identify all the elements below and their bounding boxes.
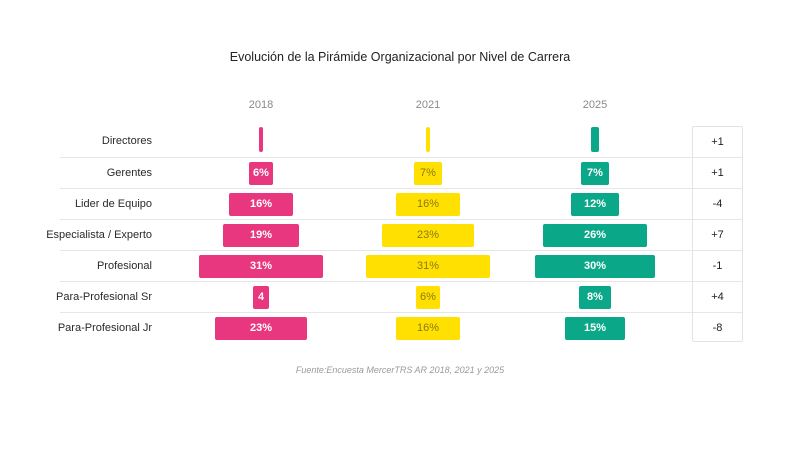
chart-row: Para-Profesional Jr 23% 16% 15% — [58, 312, 692, 344]
bar-2021: 16% — [396, 317, 460, 340]
bar-2018: 19% — [223, 224, 299, 247]
bar-2021: 31% — [366, 255, 490, 278]
category-label: Gerentes — [106, 167, 152, 179]
category-label: Directores — [101, 135, 152, 147]
delta-value: +7 — [693, 219, 742, 251]
bar-2025 — [591, 127, 599, 152]
bar-2021 — [426, 127, 430, 152]
bar-2018: 4 — [253, 286, 269, 309]
delta-value: +4 — [693, 281, 742, 313]
chart-row: Especialista / Experto 19% 23% 26% — [46, 219, 692, 251]
bar-2021: 16% — [396, 193, 460, 216]
bar-2021: 6% — [416, 286, 440, 309]
bar-2025: 7% — [581, 162, 609, 185]
source-note: Fuente:Encuesta MercerTRS AR 2018, 2021 … — [295, 365, 505, 375]
delta-value: -1 — [693, 250, 742, 282]
chart-row: Gerentes 6% 7% 7% — [60, 157, 692, 189]
delta-value: -8 — [693, 312, 742, 344]
category-label: Lider de Equipo — [74, 198, 152, 210]
bar-2025: 30% — [535, 255, 655, 278]
year-header-2025: 2025 — [582, 99, 608, 111]
year-header-2021: 2021 — [415, 99, 441, 111]
bar-2018: 6% — [249, 162, 273, 185]
delta-value: +1 — [711, 136, 724, 148]
bar-2025: 26% — [543, 224, 647, 247]
bar-2025: 8% — [579, 286, 611, 309]
chart-title: Evolución de la Pirámide Organizacional … — [229, 50, 571, 64]
delta-value: +1 — [693, 157, 742, 189]
chart-row: Profesional 31% 31% 30% — [60, 250, 692, 282]
year-header-2018: 2018 — [248, 99, 274, 111]
bar-2018: 31% — [199, 255, 323, 278]
bar-2025: 12% — [571, 193, 619, 216]
delta-value: -4 — [693, 188, 742, 220]
bar-2018: 16% — [229, 193, 293, 216]
bar-2018 — [259, 127, 263, 152]
category-label: Para-Profesional Jr — [57, 322, 152, 334]
chart-row: Lider de Equipo 16% 16% 12% — [60, 188, 692, 220]
bar-2021: 23% — [382, 224, 474, 247]
chart-row: Para-Profesional Sr 4 6% 8% — [56, 281, 692, 313]
category-label: Especialista / Experto — [46, 229, 152, 241]
bar-2018: 23% — [215, 317, 307, 340]
delta-column: +1 +1 -4 +7 -1 +4 -8 — [692, 126, 743, 342]
category-label: Para-Profesional Sr — [56, 291, 152, 303]
category-label: Profesional — [96, 260, 152, 272]
bar-2025: 15% — [565, 317, 625, 340]
bar-2021: 7% — [414, 162, 442, 185]
chart-row: Directores — [60, 126, 692, 157]
